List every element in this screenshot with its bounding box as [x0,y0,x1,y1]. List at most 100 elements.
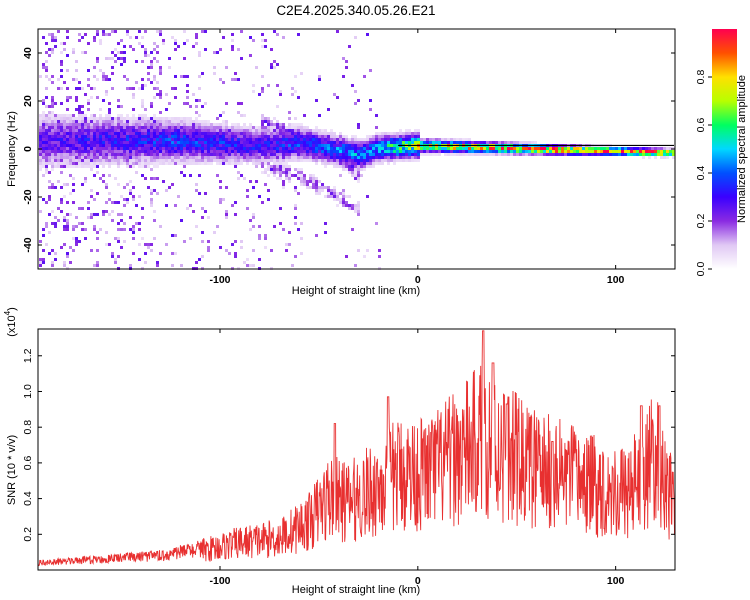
spectrogram-cell [183,102,186,105]
spectrogram-cell [93,165,96,168]
spectrogram-cell [525,147,528,150]
spectrogram-cell [150,153,153,156]
spectrogram-cell [438,150,441,153]
spectrogram-cell [66,165,69,168]
spectrogram-cell [153,126,156,129]
spectrogram-cell [156,81,159,84]
spectrogram-cell [636,153,639,156]
spectrogram-cell [66,159,69,162]
spectrogram-cell [381,138,384,141]
spectrogram-cell [105,201,108,204]
spectrogram-cell [105,114,108,117]
spectrogram-cell [114,156,117,159]
spectrogram-cell [276,123,279,126]
spectrogram-cell [207,159,210,162]
spectrogram-cell [168,123,171,126]
spectrogram-cell [477,150,480,153]
spectrogram-cell [207,144,210,147]
spectrogram-cell [435,153,438,156]
spectrogram-cell [243,138,246,141]
spectrogram-cell [384,144,387,147]
spectrogram-cell [303,153,306,156]
spectrogram-cell [99,126,102,129]
spectrogram-cell [99,141,102,144]
spectrogram-cell [81,87,84,90]
spectrogram-cell [600,150,603,153]
spectrogram-cell [66,87,69,90]
spectrogram-cell [663,150,666,153]
spectrogram-cell [90,87,93,90]
spectrogram-cell [96,30,99,33]
spectrogram-cell [102,30,105,33]
spectrogram-cell [225,66,228,69]
spectrogram-cell [228,156,231,159]
spectrogram-cell [318,150,321,153]
spectrogram-cell [609,147,612,150]
spectrogram-cell [69,162,72,165]
spectrogram-cell [483,141,486,144]
spectrogram-cell [141,114,144,117]
spectrogram-cell [267,117,270,120]
spectrogram-cell [153,177,156,180]
spectrogram-cell [141,162,144,165]
spectrogram-cell [420,147,423,150]
spectrogram-cell [60,129,63,132]
spectrogram-cell [111,123,114,126]
spectrogram-cell [126,144,129,147]
spectrogram-cell [45,201,48,204]
spectrogram-cell [54,36,57,39]
spectrogram-cell [486,141,489,144]
spectrogram-cell [132,123,135,126]
spectrogram-cell [465,141,468,144]
spectrogram-cell [198,99,201,102]
spectrogram-cell [237,153,240,156]
spectrogram-cell [135,222,138,225]
spectrogram-cell [303,177,306,180]
spectrogram-cell [99,108,102,111]
spectrogram-cell [90,135,93,138]
spectrogram-cell [114,162,117,165]
spectrogram-cell [78,207,81,210]
spectrogram-cell [117,156,120,159]
spectrogram-cell [273,150,276,153]
spectrogram-cell [315,192,318,195]
spectrogram-cell [132,126,135,129]
spectrogram-cell [213,129,216,132]
spectrogram-cell [273,171,276,174]
spectrogram-cell [66,162,69,165]
spectrogram-cell [252,39,255,42]
spectrogram-cell [51,102,54,105]
spectrogram-cell [144,132,147,135]
spectrogram-cell [60,201,63,204]
spectrogram-cell [258,162,261,165]
spectrogram-cell [444,141,447,144]
spectrogram-cell [111,147,114,150]
spectrogram-cell [87,78,90,81]
spectrogram-x-tick-label: -100 [209,274,230,286]
spectrogram-cell [165,243,168,246]
spectrogram-cell [381,147,384,150]
spectrogram-cell [363,75,366,78]
spectrogram-cell [393,141,396,144]
spectrogram-cell [90,120,93,123]
spectrogram-cell [156,264,159,267]
spectrogram-cell [351,144,354,147]
spectrogram-cell [141,102,144,105]
snr-series-line [37,330,676,567]
spectrogram-cell [582,153,585,156]
spectrogram-cell [267,141,270,144]
spectrogram-cell [150,51,153,54]
spectrogram-cell [72,138,75,141]
spectrogram-cell [297,147,300,150]
spectrogram-cell [246,150,249,153]
spectrogram-cell [204,120,207,123]
spectrogram-cell [669,147,672,150]
spectrogram-cell [318,141,321,144]
spectrogram-cell [240,30,243,33]
spectrogram-cell [165,150,168,153]
spectrogram-cell [54,165,57,168]
spectrogram-cell [402,132,405,135]
spectrogram-cell [234,159,237,162]
spectrogram-cell [300,153,303,156]
spectrogram-cell [222,144,225,147]
